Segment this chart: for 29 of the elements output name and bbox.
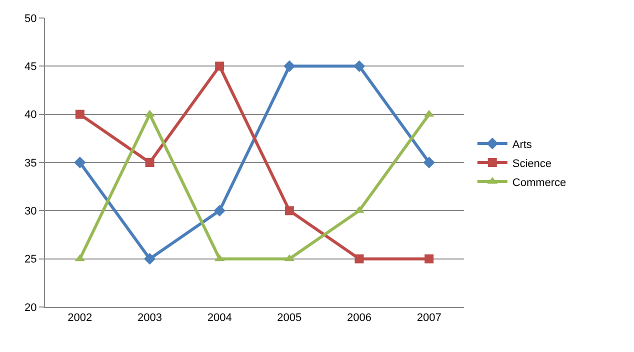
x-tick-label: 2004 xyxy=(207,312,232,324)
point xyxy=(284,60,296,72)
legend-label: Science xyxy=(512,158,552,170)
y-tick-label: 20 xyxy=(24,302,37,314)
y-tick-label: 30 xyxy=(24,206,37,218)
x-tick-label: 2006 xyxy=(347,312,372,324)
point xyxy=(354,254,364,264)
point xyxy=(74,156,86,168)
y-tick-label: 45 xyxy=(24,61,37,74)
point xyxy=(424,254,434,264)
point xyxy=(144,110,155,117)
x-tick-label: 2002 xyxy=(68,312,92,324)
point xyxy=(144,252,156,265)
point xyxy=(284,206,294,216)
y-tick-label: 25 xyxy=(24,254,37,266)
x-tick-label: 2007 xyxy=(416,312,442,324)
point xyxy=(75,110,84,119)
point xyxy=(353,60,366,72)
point xyxy=(423,156,435,168)
point xyxy=(145,158,154,167)
point xyxy=(215,62,224,71)
point xyxy=(214,204,226,217)
y-tick-label: 40 xyxy=(24,109,37,122)
legend-label: Commerce xyxy=(512,176,566,189)
x-tick-label: 2003 xyxy=(138,312,162,324)
y-tick-label: 35 xyxy=(24,157,37,170)
y-tick-label: 50 xyxy=(24,12,37,25)
x-tick-label: 2005 xyxy=(277,312,302,324)
legend-label: Arts xyxy=(512,138,532,151)
